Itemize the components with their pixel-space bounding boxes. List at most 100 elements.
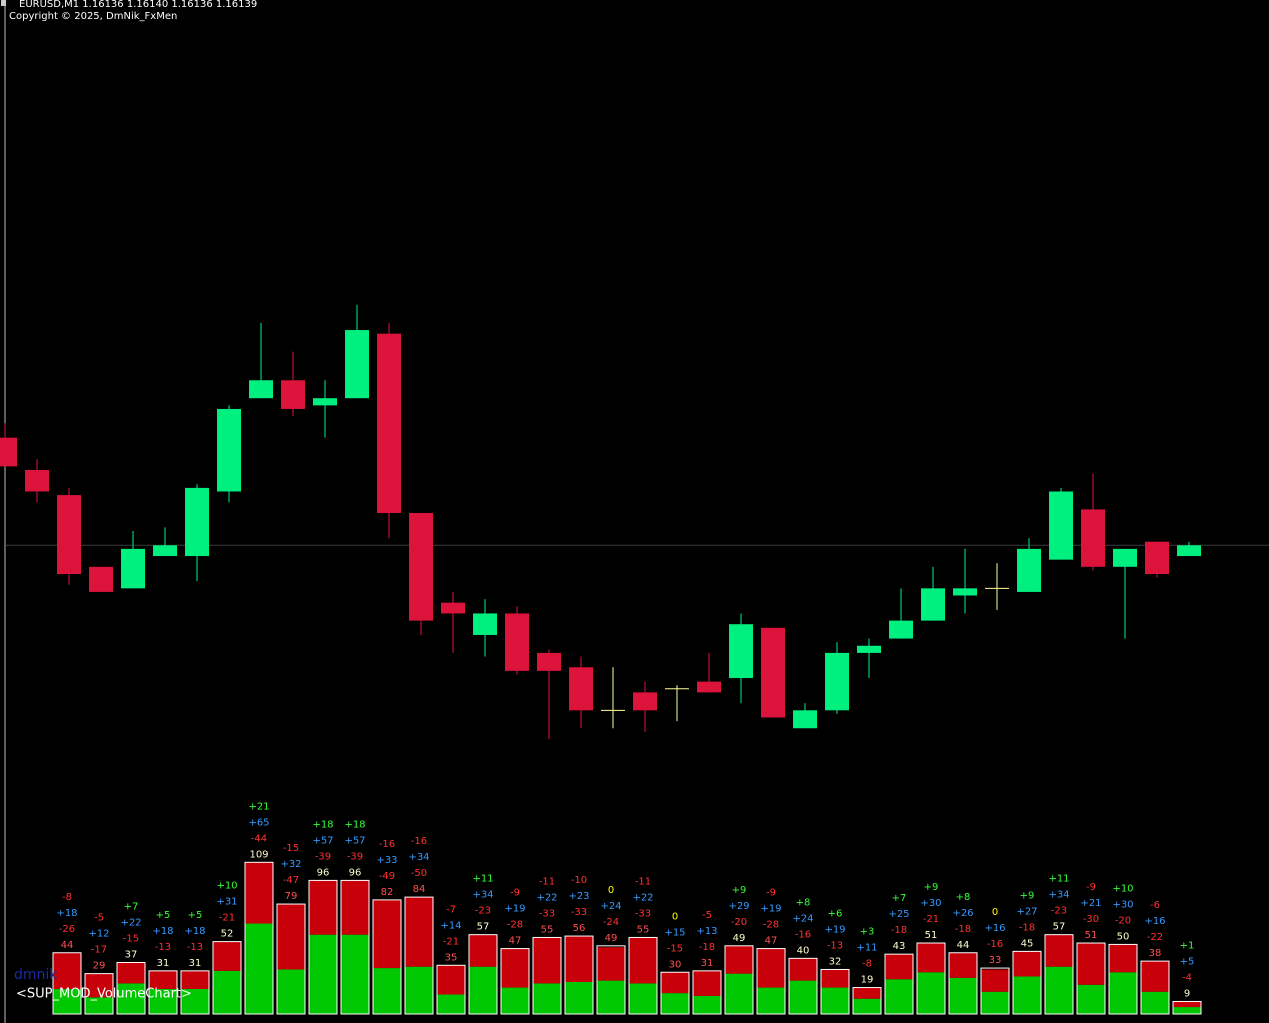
sell-label: -8 (862, 959, 872, 970)
sell-label: -44 (251, 833, 267, 844)
buy-label: +18 (152, 926, 173, 937)
candle-body (633, 692, 657, 711)
buy-volume (565, 981, 593, 1014)
sell-volume (885, 954, 913, 980)
total-label: 37 (125, 950, 138, 961)
buy-label: +18 (56, 908, 77, 919)
buy-label: +23 (568, 891, 589, 902)
sell-volume (437, 965, 465, 995)
total-volume (564, 935, 594, 1015)
candle-body (889, 620, 913, 639)
candle-body (505, 613, 529, 671)
sell-label: -20 (731, 917, 747, 928)
candle-body (313, 398, 337, 406)
delta-label: +10 (216, 881, 237, 892)
delta-label: +8 (956, 892, 971, 903)
delta-label: +11 (1048, 874, 1069, 885)
total-volume (948, 952, 978, 1015)
candle-body (761, 627, 785, 718)
sell-label: -49 (379, 871, 395, 882)
delta-label: +9 (1020, 890, 1035, 901)
sell-volume (501, 948, 529, 988)
sell-volume (853, 987, 881, 999)
buy-label: +12 (88, 929, 109, 940)
candle-body (25, 469, 49, 492)
buy-label: +25 (888, 909, 909, 920)
buy-volume (1141, 991, 1169, 1014)
total-label: 51 (925, 930, 938, 941)
buy-label: +16 (984, 923, 1005, 934)
sell-volume (469, 934, 497, 967)
total-label: 50 (1117, 931, 1130, 942)
total-volume (788, 957, 818, 1015)
delta-label: -9 (1086, 882, 1096, 893)
sell-label: -20 (1115, 915, 1131, 926)
buy-label: +5 (1180, 956, 1195, 967)
delta-label: +21 (248, 801, 269, 812)
buy-volume (917, 972, 945, 1014)
sell-volume (213, 941, 241, 971)
sell-volume (789, 958, 817, 981)
sell-label: -23 (1051, 906, 1067, 917)
total-label: 55 (637, 924, 650, 935)
buy-label: +14 (440, 920, 461, 931)
delta-label: +11 (472, 874, 493, 885)
total-volume (116, 962, 146, 1015)
sell-label: -18 (699, 942, 715, 953)
delta-label: +10 (1112, 883, 1133, 894)
sell-label: -30 (1083, 914, 1099, 925)
buy-volume (245, 923, 273, 1014)
total-label: 43 (893, 941, 906, 952)
total-volume (756, 948, 786, 1015)
delta-label: +1 (1180, 940, 1195, 951)
total-label: 38 (1149, 948, 1162, 959)
buy-volume (981, 991, 1009, 1014)
buy-volume (437, 994, 465, 1014)
total-label: 31 (701, 958, 714, 969)
candle-body (217, 408, 241, 492)
buy-volume (341, 934, 369, 1014)
total-volume (1044, 934, 1074, 1015)
buy-label: +34 (1048, 890, 1069, 901)
buy-volume (661, 993, 689, 1014)
sell-volume (597, 947, 625, 981)
delta-label: -6 (1150, 900, 1160, 911)
sell-volume (1141, 961, 1169, 992)
sell-label: -17 (91, 945, 107, 956)
delta-label: -9 (510, 888, 520, 899)
candle-body (953, 588, 977, 596)
sell-volume (373, 899, 401, 969)
delta-label: -16 (379, 839, 395, 850)
buy-volume (181, 988, 209, 1014)
delta-label: +5 (156, 910, 171, 921)
total-label: 55 (541, 924, 554, 935)
buy-volume (1077, 984, 1105, 1014)
total-label: 82 (381, 887, 394, 898)
buy-volume (853, 998, 881, 1014)
candle-body (1113, 548, 1137, 567)
candle-body (857, 645, 881, 653)
delta-label: 0 (608, 885, 614, 896)
buy-label: +32 (280, 859, 301, 870)
buy-label: +19 (824, 924, 845, 935)
delta-label: 0 (672, 911, 678, 922)
total-label: 84 (413, 884, 426, 895)
buy-volume (213, 970, 241, 1014)
delta-label: +18 (312, 819, 333, 830)
delta-label: +7 (892, 893, 907, 904)
candle-body (729, 624, 753, 679)
candle-body (1145, 541, 1169, 574)
buy-label: +30 (920, 898, 941, 909)
total-volume (148, 970, 178, 1015)
candle-body (185, 487, 209, 557)
buy-volume (725, 973, 753, 1014)
candle-body (153, 545, 177, 557)
sell-label: -33 (539, 908, 555, 919)
candle-body (345, 330, 369, 399)
sell-label: -16 (987, 939, 1003, 950)
buy-volume (597, 980, 625, 1014)
sell-volume (565, 936, 593, 982)
total-label: 49 (605, 933, 618, 944)
total-volume (852, 987, 882, 1015)
sell-volume (117, 962, 145, 984)
